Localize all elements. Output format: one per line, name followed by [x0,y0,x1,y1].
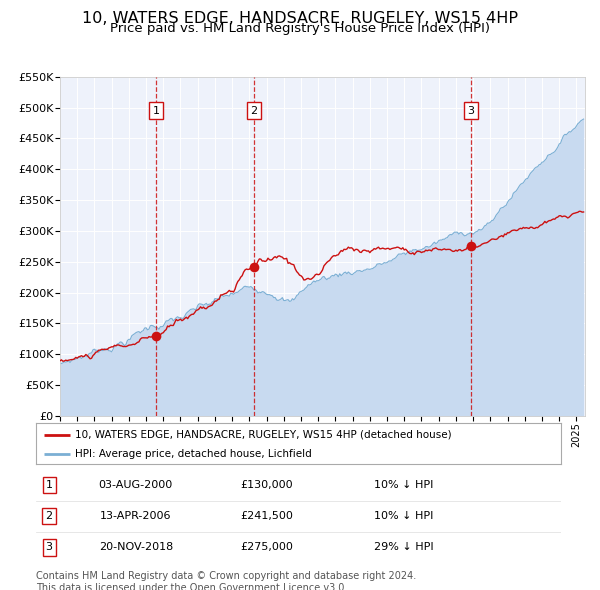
Text: HPI: Average price, detached house, Lichfield: HPI: Average price, detached house, Lich… [76,449,312,459]
Text: 29% ↓ HPI: 29% ↓ HPI [374,542,433,552]
Text: 1: 1 [152,106,160,116]
Text: Price paid vs. HM Land Registry's House Price Index (HPI): Price paid vs. HM Land Registry's House … [110,22,490,35]
Text: 10, WATERS EDGE, HANDSACRE, RUGELEY, WS15 4HP (detached house): 10, WATERS EDGE, HANDSACRE, RUGELEY, WS1… [76,430,452,440]
Text: 3: 3 [467,106,475,116]
Text: 10% ↓ HPI: 10% ↓ HPI [374,512,433,521]
Text: £130,000: £130,000 [241,480,293,490]
Text: 10, WATERS EDGE, HANDSACRE, RUGELEY, WS15 4HP: 10, WATERS EDGE, HANDSACRE, RUGELEY, WS1… [82,11,518,25]
Text: 10% ↓ HPI: 10% ↓ HPI [374,480,433,490]
Text: 2: 2 [46,512,53,521]
Text: 3: 3 [46,542,53,552]
Text: 03-AUG-2000: 03-AUG-2000 [98,480,173,490]
Text: 20-NOV-2018: 20-NOV-2018 [98,542,173,552]
Text: 2: 2 [251,106,258,116]
Text: 1: 1 [46,480,53,490]
Text: Contains HM Land Registry data © Crown copyright and database right 2024.
This d: Contains HM Land Registry data © Crown c… [36,571,416,590]
Text: 13-APR-2006: 13-APR-2006 [100,512,172,521]
Text: £275,000: £275,000 [241,542,293,552]
Text: £241,500: £241,500 [241,512,293,521]
